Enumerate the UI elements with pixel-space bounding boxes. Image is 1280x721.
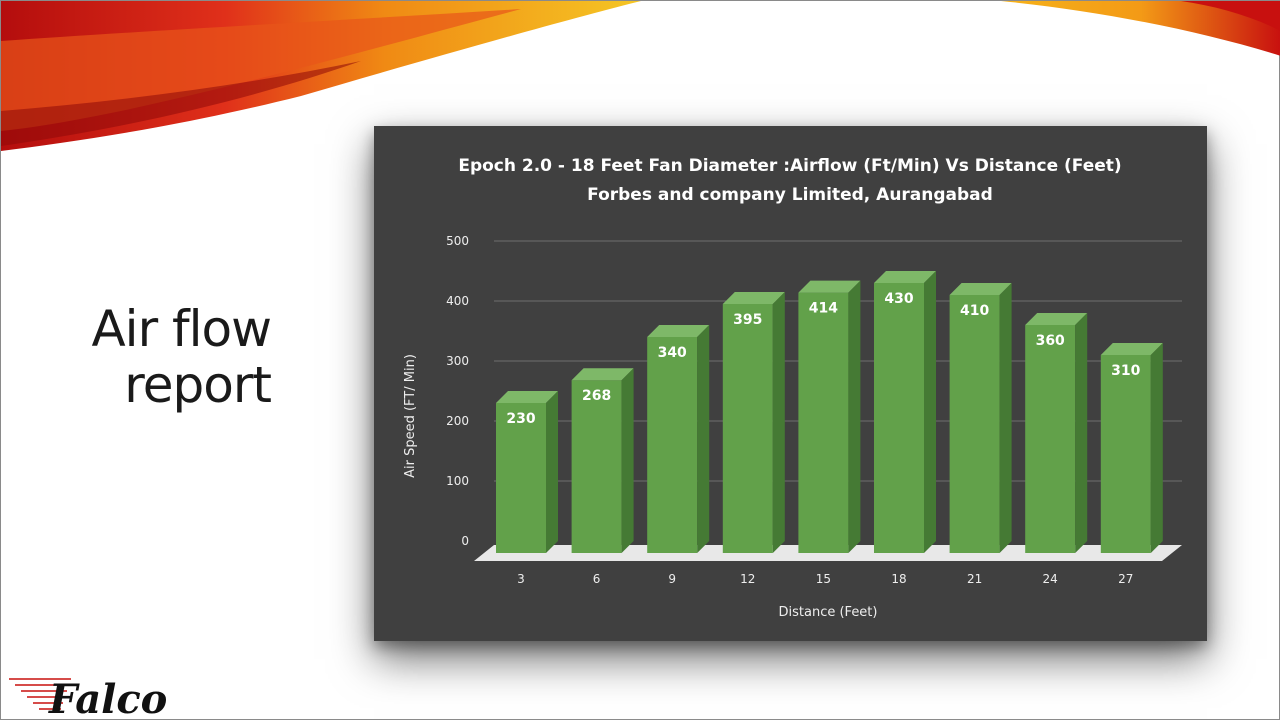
bar-chart: Epoch 2.0 - 18 Feet Fan Diameter :Airflo… xyxy=(403,156,1182,620)
data-label: 230 xyxy=(506,411,535,427)
bar: 410 xyxy=(949,283,1012,553)
chart-title: Epoch 2.0 - 18 Feet Fan Diameter :Airflo… xyxy=(458,156,1121,176)
data-label: 268 xyxy=(582,388,611,404)
falco-logo: Falco xyxy=(9,676,167,721)
x-tick-label: 15 xyxy=(816,572,831,586)
bar-side xyxy=(772,292,785,553)
chart-subtitle: Forbes and company Limited, Aurangabad xyxy=(587,185,993,205)
swoosh-shape-dark xyxy=(1,61,361,146)
y-tick-label: 200 xyxy=(446,414,469,428)
bars: 230 268 340 395 414 430 410 360 310 xyxy=(496,271,1163,553)
x-tick-label: 9 xyxy=(668,572,676,586)
bar-front xyxy=(874,283,924,553)
slide-title: Air flow report xyxy=(91,300,272,414)
bar-side xyxy=(697,325,710,553)
x-tick-label: 21 xyxy=(967,572,982,586)
logo-speed-lines xyxy=(9,678,71,710)
data-label: 395 xyxy=(733,312,762,328)
bar: 395 xyxy=(722,292,785,553)
bar-top xyxy=(722,292,785,304)
chart-panel: Epoch 2.0 - 18 Feet Fan Diameter :Airflo… xyxy=(374,126,1207,641)
bar: 310 xyxy=(1100,343,1163,553)
bar-top xyxy=(798,280,861,293)
decorative-swoosh xyxy=(1,1,1280,151)
bar-top xyxy=(1025,313,1088,325)
data-label: 430 xyxy=(884,291,913,307)
bar-front xyxy=(647,337,698,553)
bar-front xyxy=(496,403,546,553)
bar-top xyxy=(496,391,558,403)
y-axis-ticks: 0 100 200 300 400 500 xyxy=(446,234,469,548)
bar-front xyxy=(798,292,849,553)
bar-front xyxy=(949,295,1000,553)
bar-side xyxy=(1150,343,1163,553)
bar: 268 xyxy=(571,368,634,553)
x-tick-label: 12 xyxy=(740,572,755,586)
y-tick-label: 100 xyxy=(446,474,469,488)
bar-front xyxy=(1025,325,1076,553)
swoosh-shape-right-accent xyxy=(1181,1,1280,31)
data-label: 414 xyxy=(809,301,838,317)
swoosh-shape-right xyxy=(1001,1,1280,56)
data-label: 310 xyxy=(1111,363,1140,379)
y-tick-label: 400 xyxy=(446,294,469,308)
bar-front xyxy=(571,380,622,553)
bar-side xyxy=(999,283,1012,553)
bar-top xyxy=(1100,343,1163,355)
bar: 430 xyxy=(874,271,936,553)
bar-front xyxy=(722,304,773,553)
data-label: 410 xyxy=(960,303,989,319)
bar: 360 xyxy=(1025,313,1088,553)
bar-top xyxy=(949,283,1012,295)
bar-side xyxy=(621,368,634,553)
x-tick-label: 27 xyxy=(1118,572,1133,586)
y-tick-label: 0 xyxy=(461,534,469,548)
y-tick-label: 300 xyxy=(446,354,469,368)
bar-top xyxy=(647,325,710,337)
bar-front xyxy=(1100,355,1151,553)
x-axis-label: Distance (Feet) xyxy=(779,605,878,620)
x-tick-label: 18 xyxy=(891,572,906,586)
bar: 230 xyxy=(496,391,558,553)
y-tick-label: 500 xyxy=(446,234,469,248)
bar-side xyxy=(924,271,936,553)
x-tick-label: 6 xyxy=(593,572,601,586)
bar-side xyxy=(848,280,861,553)
x-tick-label: 24 xyxy=(1043,572,1058,586)
data-label: 360 xyxy=(1036,333,1065,349)
bar: 414 xyxy=(798,280,861,553)
x-tick-label: 3 xyxy=(517,572,525,586)
logo-wordmark: Falco xyxy=(48,676,167,721)
bar-top xyxy=(571,368,634,381)
data-label: 340 xyxy=(658,345,687,361)
bar-side xyxy=(1075,313,1088,553)
bar-side xyxy=(546,391,558,553)
bar: 340 xyxy=(647,325,710,553)
bar-top xyxy=(874,271,936,283)
x-axis-ticks: 3 6 9 12 15 18 21 24 27 xyxy=(517,572,1133,586)
y-axis-label: Air Speed (FT/ Min) xyxy=(403,354,418,478)
